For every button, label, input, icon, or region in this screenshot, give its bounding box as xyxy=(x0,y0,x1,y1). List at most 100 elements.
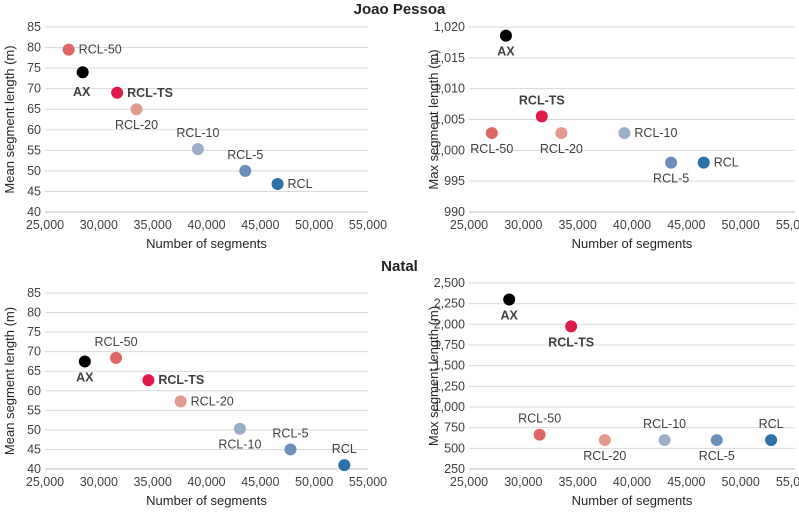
jp_mean-point-label-rcl-20: RCL-20 xyxy=(115,118,158,132)
natal_mean-point-label-rcl-10: RCL-10 xyxy=(218,438,261,452)
jp_mean-point-label-ax: AX xyxy=(73,85,91,99)
jp_max-ytick-label: 1,010 xyxy=(434,82,465,96)
jp_max-xtick-label: 40,000 xyxy=(613,218,651,232)
natal_mean-xtick-label: 25,000 xyxy=(26,475,64,489)
natal_mean-xtick-label: 55,000 xyxy=(349,475,387,489)
jp_mean-ytick-label: 75 xyxy=(27,61,41,75)
natal_mean-point-label-rcl-20: RCL-20 xyxy=(191,394,234,408)
jp_mean-point-ax xyxy=(76,66,89,79)
jp_max-ytick-label: 1,005 xyxy=(434,113,465,127)
natal_max-ytick-label: 750 xyxy=(444,421,465,435)
natal_mean-ytick-label: 75 xyxy=(27,325,41,339)
jp_max-ytick-label: 995 xyxy=(444,174,465,188)
natal_mean-point-label-rcl-50: RCL-50 xyxy=(95,335,138,349)
jp_mean-point-rcl-10 xyxy=(191,143,204,156)
natal_mean-point-rcl-ts xyxy=(142,374,155,387)
jp_mean-xtick-label: 55,000 xyxy=(349,218,387,232)
jp_max-point-label-rcl-5: RCL-5 xyxy=(653,172,689,186)
natal_mean-point-rcl-10 xyxy=(233,422,246,435)
jp_mean-xtick-label: 25,000 xyxy=(26,218,64,232)
jp_mean-ytick-label: 70 xyxy=(27,82,41,96)
jp_mean-xtick-label: 40,000 xyxy=(187,218,225,232)
jp_max-point-label-rcl: RCL xyxy=(714,156,739,170)
natal_max-y-axis-title: Max segment length (m) xyxy=(426,306,441,446)
natal_max-point-label-rcl-20: RCL-20 xyxy=(583,449,626,463)
natal_max-point-label-rcl-50: RCL-50 xyxy=(518,412,561,426)
jp_mean-point-label-rcl-5: RCL-5 xyxy=(227,148,263,162)
natal_max-point-rcl-10 xyxy=(658,434,671,447)
jp_mean-xtick-label: 30,000 xyxy=(80,218,118,232)
natal_max-point-label-rcl-ts: RCL-TS xyxy=(548,335,594,349)
natal_mean-xtick-label: 40,000 xyxy=(187,475,225,489)
natal_mean-point-rcl-20 xyxy=(174,395,187,408)
jp_max-ytick-label: 1,015 xyxy=(434,51,465,65)
jp_max-point-label-ax: AX xyxy=(497,45,515,59)
natal_mean-point-label-ax: AX xyxy=(76,370,94,384)
jp_mean-point-label-rcl-ts: RCL-TS xyxy=(127,86,173,100)
jp_mean-point-label-rcl: RCL xyxy=(288,177,313,191)
jp_mean-ytick-label: 85 xyxy=(27,20,41,34)
natal_mean-ytick-label: 70 xyxy=(27,345,41,359)
natal_max-xtick-label: 50,000 xyxy=(722,475,760,489)
jp_mean-point-label-rcl-50: RCL-50 xyxy=(79,43,122,57)
natal_max-ytick-label: 1,500 xyxy=(434,359,465,373)
natal_max-x-axis-title: Number of segments xyxy=(572,493,693,508)
jp_mean-ytick-label: 65 xyxy=(27,102,41,116)
natal_mean-point-label-rcl: RCL xyxy=(332,442,357,456)
jp_max-point-label-rcl-10: RCL-10 xyxy=(634,126,677,140)
natal_mean-xtick-label: 50,000 xyxy=(295,475,333,489)
natal_mean-point-ax xyxy=(78,355,91,368)
natal_max-point-rcl-50 xyxy=(533,428,546,441)
jp_mean-point-rcl-ts xyxy=(111,86,124,99)
jp_max-point-label-rcl-ts: RCL-TS xyxy=(519,93,565,107)
jp_max-ytick-label: 990 xyxy=(444,205,465,219)
natal_max-point-label-ax: AX xyxy=(501,309,519,323)
natal_mean-point-rcl xyxy=(338,459,351,472)
natal_max-point-label-rcl-10: RCL-10 xyxy=(643,417,686,431)
section-title-joao-pessoa: Joao Pessoa xyxy=(353,1,446,18)
natal_mean-y-axis-title: Mean segment length (m) xyxy=(2,307,17,455)
jp_mean-xtick-label: 50,000 xyxy=(295,218,333,232)
jp_max-xtick-label: 45,000 xyxy=(667,218,705,232)
jp_mean-xtick-label: 35,000 xyxy=(134,218,172,232)
jp_mean-point-rcl xyxy=(271,178,284,191)
natal_mean-ytick-label: 80 xyxy=(27,306,41,320)
natal_max-xtick-label: 30,000 xyxy=(504,475,542,489)
jp_max-xtick-label: 30,000 xyxy=(504,218,542,232)
natal_max-xtick-label: 25,000 xyxy=(450,475,488,489)
jp_mean-y-axis-title: Mean segment length (m) xyxy=(2,45,17,193)
jp_max-ytick-label: 1,000 xyxy=(434,143,465,157)
jp_mean-point-rcl-5 xyxy=(239,164,252,177)
natal_max-point-label-rcl: RCL xyxy=(759,417,784,431)
natal_mean-ytick-label: 65 xyxy=(27,364,41,378)
section-title-natal: Natal xyxy=(381,258,418,275)
jp_max-x-axis-title: Number of segments xyxy=(572,236,693,251)
jp_max-xtick-label: 55,000 xyxy=(776,218,799,232)
natal_max-point-rcl xyxy=(765,434,778,447)
natal_max-ytick-label: 1,250 xyxy=(434,379,465,393)
natal_max-xtick-label: 35,000 xyxy=(559,475,597,489)
natal_mean-ytick-label: 55 xyxy=(27,403,41,417)
natal_max-point-rcl-20 xyxy=(598,434,611,447)
natal_max-ytick-label: 500 xyxy=(444,441,465,455)
jp_mean-ytick-label: 40 xyxy=(27,205,41,219)
natal_max-ytick-label: 2,000 xyxy=(434,317,465,331)
jp_max-xtick-label: 50,000 xyxy=(722,218,760,232)
natal_mean-ytick-label: 40 xyxy=(27,462,41,476)
jp_mean-xtick-label: 45,000 xyxy=(241,218,279,232)
jp_mean-x-axis-title: Number of segments xyxy=(146,236,267,251)
natal_max-point-rcl-ts xyxy=(565,320,578,333)
natal_mean-x-axis-title: Number of segments xyxy=(146,493,267,508)
natal_mean-ytick-label: 50 xyxy=(27,423,41,437)
jp_mean-ytick-label: 80 xyxy=(27,41,41,55)
natal_max-xtick-label: 40,000 xyxy=(613,475,651,489)
natal_max-ytick-label: 2,500 xyxy=(434,276,465,290)
jp_max-point-ax xyxy=(499,29,512,42)
natal_max-point-rcl-5 xyxy=(710,434,723,447)
natal_mean-ytick-label: 45 xyxy=(27,442,41,456)
natal_mean-xtick-label: 45,000 xyxy=(241,475,279,489)
jp_max-point-rcl-50 xyxy=(485,127,498,140)
natal_mean-point-rcl-5 xyxy=(284,443,297,456)
natal_mean-ytick-label: 60 xyxy=(27,384,41,398)
